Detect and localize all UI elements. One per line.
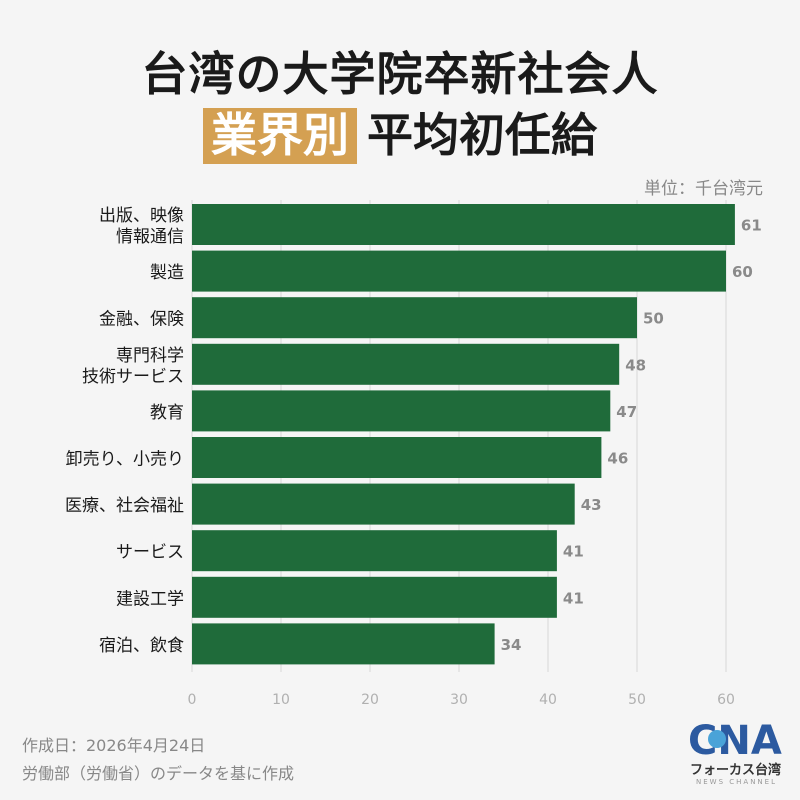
bar: [192, 576, 557, 618]
category-label: 建設工学: [116, 589, 184, 609]
cna-logo: CNA: [688, 718, 782, 764]
bar: [192, 250, 726, 292]
bar-value-label: 34: [501, 636, 522, 654]
x-tick-label: 0: [188, 692, 197, 708]
title-rest: 平均初任給: [367, 108, 597, 162]
bar: [192, 483, 575, 525]
bar-value-label: 50: [643, 310, 664, 328]
x-tick-label: 10: [272, 692, 290, 708]
category-label: サービス: [116, 543, 184, 563]
unit-label: 単位：千台湾元: [644, 179, 763, 199]
footer-date: 作成日：2026年4月24日: [22, 736, 206, 755]
cna-logo-mark: CNA: [688, 718, 782, 764]
bar: [192, 390, 611, 432]
x-tick-label: 60: [717, 692, 735, 708]
category-label: 製造: [150, 263, 184, 283]
category-label: 宿泊、飲食: [99, 636, 184, 656]
bar: [192, 297, 637, 339]
bar: [192, 437, 602, 478]
bar: [192, 204, 735, 245]
footer-source: 労働部（労働省）のデータを基に作成: [22, 764, 295, 783]
x-tick-label: 50: [628, 692, 646, 708]
category-label: 卸売り、小売り: [66, 450, 184, 470]
logo-sub: NEWS CHANNEL: [696, 778, 777, 786]
bar-value-label: 48: [625, 356, 646, 374]
bar-value-label: 46: [607, 450, 628, 468]
logo-name: フォーカス台湾: [690, 763, 782, 778]
x-tick-label: 20: [361, 692, 379, 708]
chart-title-line1: 台湾の大学院卒新社会人: [141, 47, 659, 101]
bar: [192, 343, 620, 385]
x-tick-label: 40: [539, 692, 557, 708]
bar-value-label: 61: [741, 217, 762, 235]
bar-value-label: 41: [563, 543, 584, 561]
chart-title-line2: 業界別 平均初任給: [0, 108, 800, 164]
category-label: 医療、社会福祉: [65, 496, 184, 516]
category-label: 金融、保険: [99, 310, 184, 330]
bar-value-label: 43: [581, 496, 602, 514]
bar-value-label: 60: [732, 263, 753, 281]
title-highlight: 業界別: [203, 108, 357, 164]
category-label: 専門科学: [116, 346, 184, 366]
category-label: 技術サービス: [82, 367, 184, 387]
x-tick-label: 30: [450, 692, 468, 708]
category-label: 情報通信: [116, 227, 184, 247]
bar: [192, 623, 495, 665]
bar-value-label: 41: [563, 589, 584, 607]
bar-value-label: 47: [616, 403, 637, 421]
bar: [192, 530, 557, 572]
category-label: 教育: [150, 403, 184, 423]
category-label: 出版、映像: [99, 206, 184, 226]
